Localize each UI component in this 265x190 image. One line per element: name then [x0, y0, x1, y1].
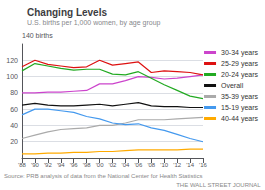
svg-text:Changing Levels: Changing Levels — [27, 7, 107, 18]
svg-text:THE WALL STREET JOURNAL: THE WALL STREET JOURNAL — [176, 182, 261, 188]
svg-text:60: 60 — [10, 106, 18, 113]
svg-text:30-34 years: 30-34 years — [221, 49, 258, 57]
svg-text:'98: '98 — [83, 162, 91, 168]
svg-text:'88: '88 — [18, 162, 26, 168]
svg-text:'12: '12 — [173, 162, 181, 168]
svg-text:20-24 years: 20-24 years — [221, 71, 258, 79]
svg-text:'06: '06 — [134, 162, 142, 168]
svg-text:'92: '92 — [44, 162, 52, 168]
svg-text:'08: '08 — [147, 162, 155, 168]
svg-text:'14: '14 — [186, 162, 194, 168]
svg-text:140 births: 140 births — [22, 32, 53, 39]
svg-text:'04: '04 — [122, 162, 130, 168]
svg-text:'10: '10 — [160, 162, 168, 168]
svg-text:'00: '00 — [96, 162, 104, 168]
svg-text:35-39 years: 35-39 years — [221, 93, 258, 101]
svg-text:'16: '16 — [199, 162, 207, 168]
svg-text:40: 40 — [10, 122, 18, 129]
svg-text:120: 120 — [6, 57, 18, 64]
svg-text:U.S. births per 1,000 women, b: U.S. births per 1,000 women, by age grou… — [27, 19, 161, 27]
svg-text:15-19 years: 15-19 years — [221, 104, 258, 112]
svg-text:20: 20 — [10, 138, 18, 145]
svg-text:40-44 years: 40-44 years — [221, 115, 258, 123]
svg-text:Source: PRB analysis of data f: Source: PRB analysis of data from the Na… — [4, 173, 202, 179]
svg-text:'94: '94 — [57, 162, 65, 168]
svg-text:100: 100 — [6, 73, 18, 80]
svg-text:80: 80 — [10, 89, 18, 96]
svg-text:'02: '02 — [109, 162, 117, 168]
svg-text:'90: '90 — [31, 162, 39, 168]
svg-text:25-29 years: 25-29 years — [221, 60, 258, 68]
svg-text:Overall: Overall — [221, 82, 244, 89]
svg-text:'96: '96 — [70, 162, 78, 168]
